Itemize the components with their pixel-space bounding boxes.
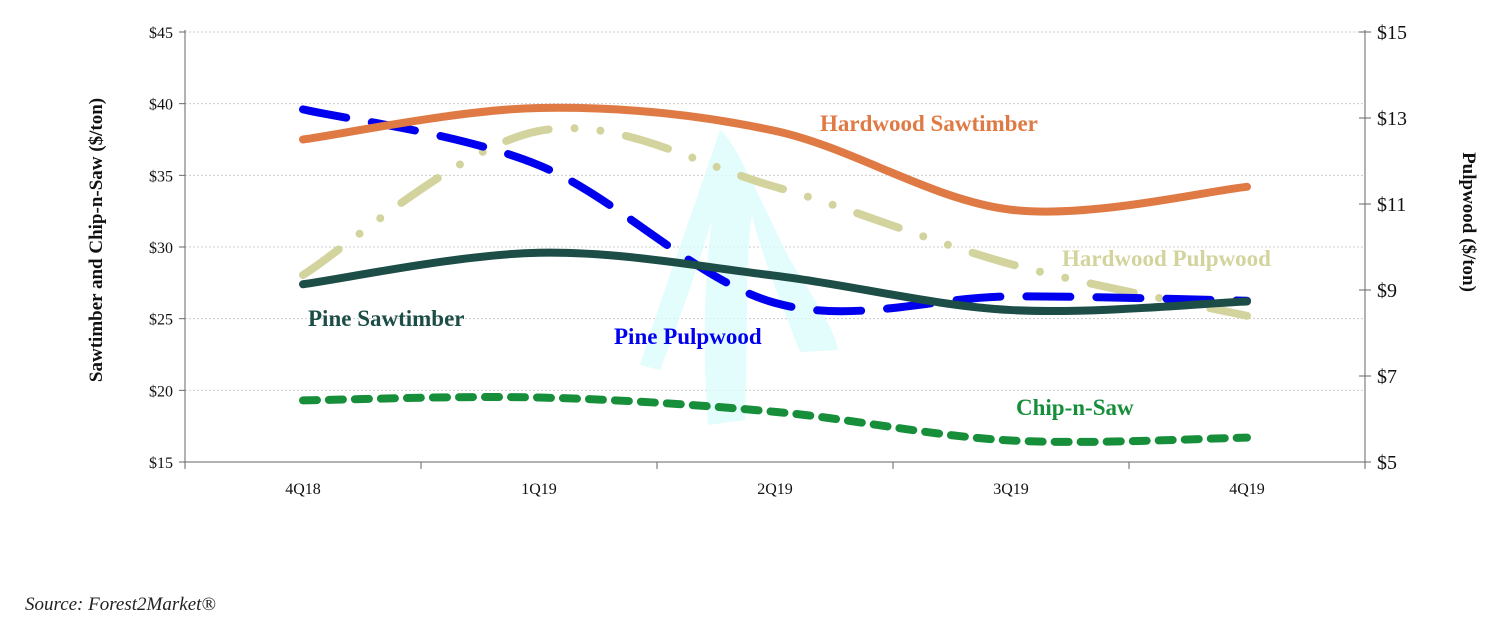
right-tick-label: $7 [1377,366,1397,388]
series-line-hardwood-pulpwood [299,124,1251,320]
left-tick-label: $15 [149,455,173,472]
x-tick-label: 4Q18 [285,481,321,498]
series-lines [299,103,1251,446]
x-tick-label: 4Q19 [1229,481,1265,498]
left-tick-label: $20 [149,383,173,400]
right-tick-label: $11 [1377,194,1406,216]
x-tick-label: 1Q19 [521,481,557,498]
series-line-pine-pulpwood [299,105,1251,316]
series-line-hardwood-sawtimber [299,103,1251,216]
left-tick-label: $25 [149,312,173,329]
left-tick-label: $30 [149,240,173,257]
right-tick-label: $5 [1377,452,1397,474]
right-tick-label: $9 [1377,280,1397,302]
right-tick-label: $13 [1377,108,1407,130]
series-label-chip-n-saw: Chip-n-Saw [1016,395,1134,420]
right-tick-label: $15 [1377,22,1407,44]
x-tick-label: 2Q19 [757,481,793,498]
axes: $15 $20 $25 $30 $35 $40 $45 $5 $7 $9 $11 $13 $15 4Q18… [86,22,1479,498]
left-tick-label: $45 [149,25,173,42]
source-note: Source: Forest2Market® [25,594,216,615]
series-label-hardwood-pulpwood: Hardwood Pulpwood [1062,246,1271,271]
series-label-pine-sawtimber: Pine Sawtimber [308,306,465,331]
gridlines [185,31,1365,391]
left-axis-title: Sawtimber and Chip-n-Saw ($/ton) [86,98,107,382]
left-tick-label: $40 [149,97,173,114]
watermark-tree-logo [640,130,838,425]
series-label-pine-pulpwood: Pine Pulpwood [614,324,762,349]
series-label-hardwood-sawtimber: Hardwood Sawtimber [820,111,1038,136]
series-line-chip-n-saw [299,393,1251,446]
right-axis-title: Pulpwood ($/ton) [1458,152,1479,292]
x-tick-label: 3Q19 [993,481,1029,498]
series-line-pine-sawtimber [299,248,1251,315]
labels: Hardwood Sawtimber Pine Sawtimber Chip-n-S… [308,111,1271,420]
left-tick-label: $35 [149,168,173,185]
